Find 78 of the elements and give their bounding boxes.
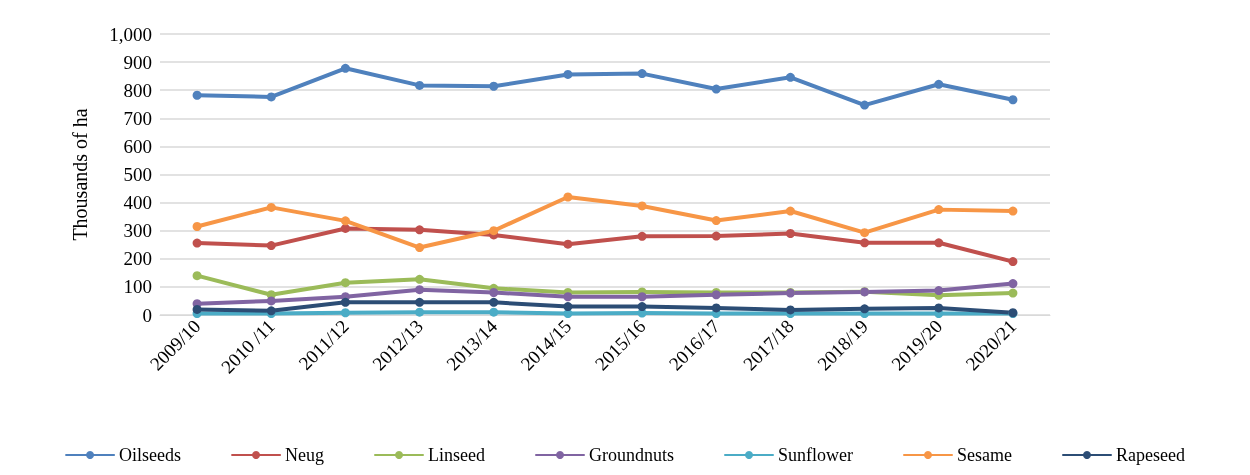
point bbox=[1008, 288, 1018, 298]
point bbox=[415, 307, 425, 317]
point bbox=[489, 81, 499, 91]
point bbox=[711, 303, 721, 313]
y-tick-label: 0 bbox=[142, 304, 152, 326]
point bbox=[415, 243, 425, 253]
legend-label: Linseed bbox=[428, 445, 486, 465]
point bbox=[860, 100, 870, 110]
point bbox=[860, 228, 870, 238]
point bbox=[415, 297, 425, 307]
y-tick-label: 100 bbox=[123, 276, 152, 298]
point bbox=[785, 229, 795, 239]
point bbox=[934, 79, 944, 89]
point bbox=[415, 80, 425, 90]
point bbox=[489, 288, 499, 298]
y-axis-title: Thousands of ha bbox=[69, 108, 91, 241]
point bbox=[192, 271, 202, 281]
legend-label: Neug bbox=[285, 445, 325, 465]
point bbox=[340, 278, 350, 288]
point bbox=[340, 216, 350, 226]
point bbox=[340, 223, 350, 233]
y-tick-label: 700 bbox=[123, 107, 152, 129]
point bbox=[1008, 257, 1018, 267]
y-tick-label: 900 bbox=[123, 51, 152, 73]
point bbox=[860, 304, 870, 314]
point bbox=[340, 297, 350, 307]
point bbox=[266, 92, 276, 102]
point bbox=[415, 274, 425, 284]
point bbox=[489, 226, 499, 236]
point bbox=[563, 302, 573, 312]
point bbox=[415, 225, 425, 235]
point bbox=[192, 90, 202, 100]
point bbox=[711, 84, 721, 94]
point bbox=[934, 286, 944, 296]
point bbox=[1008, 279, 1018, 289]
y-tick-label: 200 bbox=[123, 248, 152, 270]
point bbox=[340, 63, 350, 73]
point bbox=[266, 296, 276, 306]
point bbox=[711, 216, 721, 226]
point bbox=[266, 241, 276, 251]
legend-label: Sesame bbox=[957, 445, 1012, 465]
legend-label: Groundnuts bbox=[589, 445, 675, 465]
point bbox=[637, 69, 647, 79]
legend-label: Rapeseed bbox=[1115, 445, 1185, 465]
point bbox=[934, 205, 944, 215]
point bbox=[563, 239, 573, 249]
point bbox=[415, 285, 425, 295]
point bbox=[637, 231, 647, 241]
point bbox=[340, 308, 350, 318]
point bbox=[1008, 206, 1018, 216]
point bbox=[1008, 95, 1018, 105]
y-tick-label: 800 bbox=[123, 79, 152, 101]
point bbox=[192, 304, 202, 314]
point bbox=[934, 303, 944, 313]
point bbox=[563, 69, 573, 79]
point bbox=[637, 302, 647, 312]
point bbox=[637, 201, 647, 211]
point bbox=[192, 221, 202, 231]
y-tick-label: 1,000 bbox=[109, 23, 152, 45]
legend-label: Sunflower bbox=[778, 445, 854, 465]
point bbox=[934, 238, 944, 248]
point bbox=[489, 307, 499, 317]
point bbox=[711, 231, 721, 241]
point bbox=[637, 292, 647, 302]
legend-label: Oilseeds bbox=[119, 445, 182, 465]
y-tick-label: 300 bbox=[123, 220, 152, 242]
point bbox=[785, 305, 795, 315]
point bbox=[860, 238, 870, 248]
point bbox=[785, 72, 795, 82]
y-tick-label: 400 bbox=[123, 192, 152, 214]
point bbox=[785, 206, 795, 216]
point bbox=[489, 297, 499, 307]
point bbox=[192, 238, 202, 248]
y-tick-label: 600 bbox=[123, 135, 152, 157]
y-tick-label: 500 bbox=[123, 164, 152, 185]
point bbox=[266, 202, 276, 212]
point bbox=[563, 292, 573, 302]
point bbox=[563, 192, 573, 202]
